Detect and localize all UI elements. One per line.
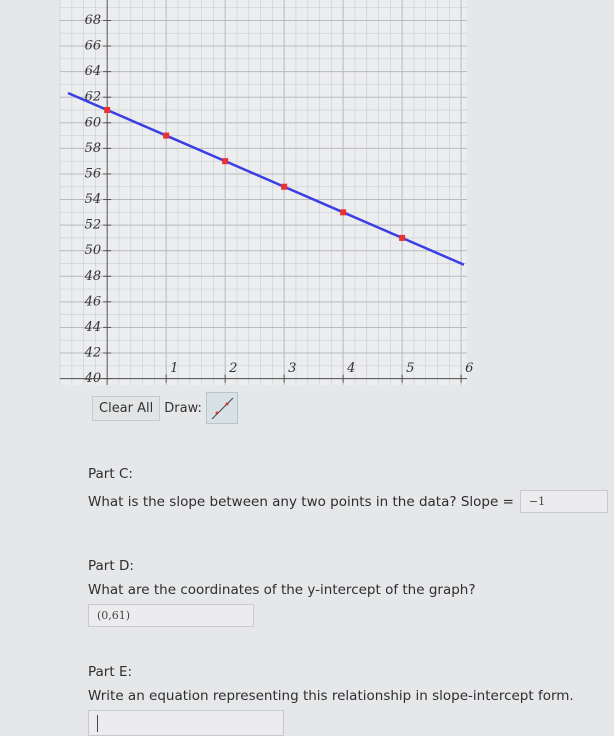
y-tick-label: 54 <box>85 192 102 207</box>
y-tick-label: 48 <box>84 269 102 284</box>
point <box>222 158 229 165</box>
point <box>104 107 111 113</box>
y-tick-label: 60 <box>85 115 102 130</box>
question: What are the coordinates of the y-interc… <box>88 582 476 598</box>
plot-background <box>60 0 467 385</box>
answer-input[interactable]: (0,61) <box>88 604 254 627</box>
y-tick-label: 66 <box>85 39 102 54</box>
x-tick-label: 5 <box>406 361 414 376</box>
y-tick-label: 68 <box>85 13 102 28</box>
y-tick-label: 44 <box>84 320 102 335</box>
y-tick-label: 58 <box>85 141 102 156</box>
x-tick-label: 3 <box>288 361 296 376</box>
toolbar: Clear All Draw: <box>92 392 238 424</box>
y-tick-label: 42 <box>84 346 102 361</box>
line-extension <box>401 236 465 266</box>
clear-all-button[interactable]: Clear All <box>92 395 161 421</box>
point <box>340 209 347 216</box>
part-d: Part D: What are the coordinates of the … <box>88 558 476 627</box>
x-tick-label: 6 <box>465 361 473 376</box>
x-tick-label: 2 <box>228 361 237 376</box>
y-tick-label: 50 <box>85 243 102 258</box>
series-line <box>106 108 403 240</box>
point <box>399 234 406 241</box>
part-c: Part C: What is the slope between any tw… <box>88 466 614 513</box>
draw-line-tool[interactable] <box>205 392 238 424</box>
y-tick-label: 56 <box>85 166 102 181</box>
y-tick-label: 52 <box>85 218 102 233</box>
x-tick-label: 1 <box>170 361 178 376</box>
x-tick-label: 4 <box>346 361 355 376</box>
line-extension <box>67 91 108 112</box>
y-tick-label: 64 <box>85 64 102 79</box>
question: What is the slope between any two points… <box>88 493 514 510</box>
part-label: Part C: <box>88 466 133 482</box>
answer-input[interactable]: −1 <box>519 490 608 513</box>
point <box>163 132 170 139</box>
y-tick-label: 46 <box>84 294 102 309</box>
point <box>281 183 288 190</box>
part-e: Part E: Write an equation representing t… <box>88 664 574 736</box>
part-label: Part D: <box>88 558 134 574</box>
draw-label: Draw: <box>164 400 202 416</box>
question: Write an equation representing this rela… <box>88 688 574 704</box>
text-cursor <box>97 715 98 732</box>
part-label: Part E: <box>88 664 133 680</box>
answer-input[interactable] <box>88 710 284 736</box>
